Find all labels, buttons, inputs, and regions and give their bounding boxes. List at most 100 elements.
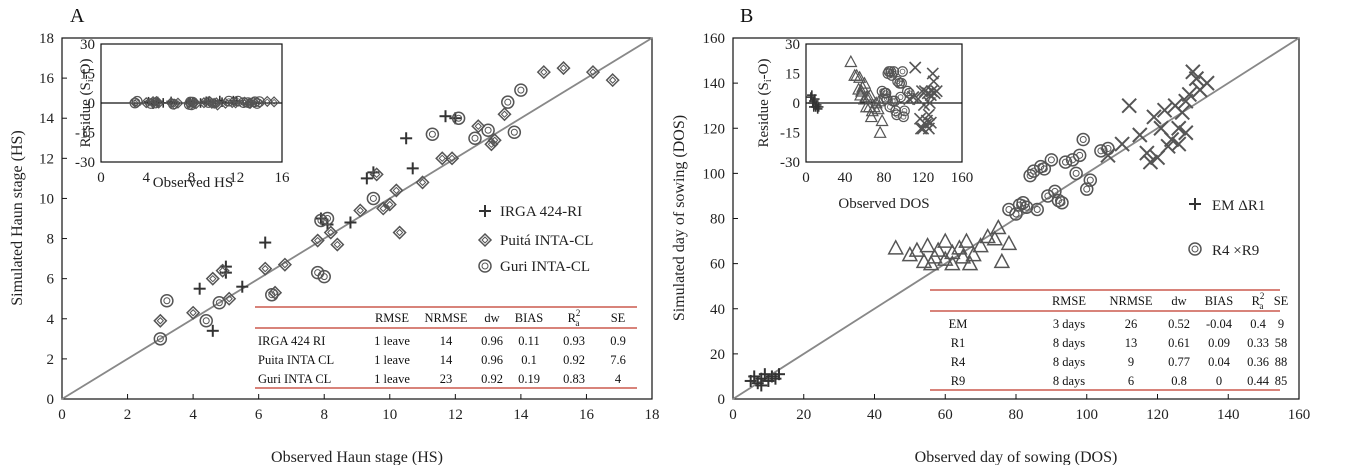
residual-circle <box>896 77 907 89</box>
point-circle <box>199 314 213 328</box>
y-tick-label: 0 <box>47 392 55 408</box>
inset-residual-point <box>187 96 199 108</box>
x-tick-label: 160 <box>1288 407 1311 423</box>
x-tick-label: 12 <box>448 407 463 423</box>
panel-b-y-axis-label: Simulated day of sowing (DOS) <box>671 115 688 321</box>
inset-residual-point <box>888 66 900 77</box>
inset-residual-point <box>854 84 869 97</box>
y-tick-label: 160 <box>703 31 726 47</box>
point-plus <box>400 132 413 145</box>
inset-y-tick-label: -15 <box>780 126 800 142</box>
point-triangle <box>958 232 975 248</box>
y-tick-label: 8 <box>47 232 55 248</box>
point-plus <box>206 324 219 337</box>
table-cell: 0.8 <box>1171 374 1187 388</box>
inset-y-tick-label: 15 <box>80 67 95 83</box>
inset-residual-point <box>863 88 877 101</box>
x-tick-label: 0 <box>58 407 66 423</box>
legend-item-r4-r9: R4 ×R9 <box>1212 243 1259 259</box>
point-triangle <box>1000 234 1018 251</box>
residual-x <box>922 108 936 121</box>
x-tick-label: 120 <box>1146 407 1169 423</box>
inset-x-tick-label: 8 <box>188 170 196 186</box>
panel-b-one-to-one-line <box>732 37 1300 400</box>
point-circle <box>160 293 174 308</box>
residual-circle <box>232 95 244 107</box>
table-cell: 23 <box>440 372 453 386</box>
point-circle <box>366 191 381 206</box>
point-triangle <box>993 252 1011 269</box>
y-tick-label: 0 <box>718 392 726 408</box>
legend-item-em-r1: EM ΔR1 <box>1212 198 1265 214</box>
panel-b: B Observed day of sowing (DOS) Simulated… <box>671 5 1310 465</box>
table-cell: EM <box>949 317 968 331</box>
residual-x <box>927 75 940 88</box>
point-diamond <box>205 271 220 286</box>
table-cell: 4 <box>615 372 622 386</box>
table-cell: 58 <box>1275 336 1288 350</box>
point-plus <box>748 370 761 383</box>
table-cell: 0.19 <box>518 372 540 386</box>
point-circle <box>1069 166 1083 181</box>
point-diamond <box>497 107 512 122</box>
panel-a: A Observed Haun stage (HS) Simulated Hau… <box>9 5 660 465</box>
panel-a-x-axis-label: Observed Haun stage (HS) <box>271 449 443 465</box>
inset-residual-point <box>131 95 143 107</box>
inset-residual-point <box>268 96 280 108</box>
panel-b-x-axis-label: Observed day of sowing (DOS) <box>915 449 1118 465</box>
inset-residual-point <box>857 76 872 89</box>
point-triangle <box>901 246 919 262</box>
table-cell: 0.96 <box>481 353 503 367</box>
table-cell: 88 <box>1275 355 1288 369</box>
residual-diamond <box>268 96 280 108</box>
point-triangle <box>887 239 904 255</box>
point-x <box>1188 70 1205 87</box>
x-tick-label: 14 <box>513 407 529 423</box>
table-cell: 0.77 <box>1168 355 1190 369</box>
point-diamond <box>258 261 273 276</box>
residual-triangle <box>875 113 889 127</box>
point-plus <box>259 236 272 249</box>
table-cell: Guri INTA CL <box>258 372 331 386</box>
table-cell: 85 <box>1275 374 1288 388</box>
point-diamond <box>471 119 486 134</box>
residual-triangle <box>853 70 867 83</box>
point-plus <box>344 216 357 229</box>
y-tick-label: 14 <box>39 111 55 127</box>
table-cell: Puita INTA CL <box>258 353 334 367</box>
residual-x <box>922 122 936 135</box>
point-diamond <box>556 61 571 76</box>
y-tick-label: 100 <box>703 166 726 182</box>
point-x <box>1174 104 1190 121</box>
table-cell: 1 leave <box>374 353 410 367</box>
point-plus <box>360 172 373 185</box>
inset-y-tick-label: -30 <box>780 155 800 171</box>
inset-residual-point <box>896 77 907 89</box>
point-x <box>1178 125 1194 141</box>
panel-a-y-axis-label: Simulated Haun stage (HS) <box>9 130 26 306</box>
inset-y-tick-label: 15 <box>785 67 800 83</box>
table-header: RMSE <box>1052 294 1086 308</box>
residual-circle <box>898 111 909 123</box>
point-x <box>1171 136 1187 152</box>
point-x <box>1142 154 1159 170</box>
inset-residual-point <box>871 102 885 115</box>
inset-x-tick-label: 40 <box>838 170 853 186</box>
point-diamond <box>330 237 345 252</box>
legend-plus-icon <box>479 205 491 217</box>
x-tick-label: 20 <box>796 407 811 423</box>
panel-b-label: B <box>740 5 753 27</box>
point-circle <box>1037 162 1052 176</box>
x-tick-label: 16 <box>579 407 595 423</box>
y-tick-label: 140 <box>703 76 726 92</box>
point-x <box>1171 120 1187 136</box>
y-tick-label: 10 <box>39 191 54 207</box>
table-cell: R1 <box>951 336 966 350</box>
inset-residual-point <box>167 98 179 110</box>
residual-triangle <box>864 109 878 123</box>
residual-circle <box>149 97 161 109</box>
x-tick-label: 8 <box>320 407 328 423</box>
inset-residual-point <box>875 113 889 127</box>
table-cell: 0.61 <box>1168 336 1190 350</box>
